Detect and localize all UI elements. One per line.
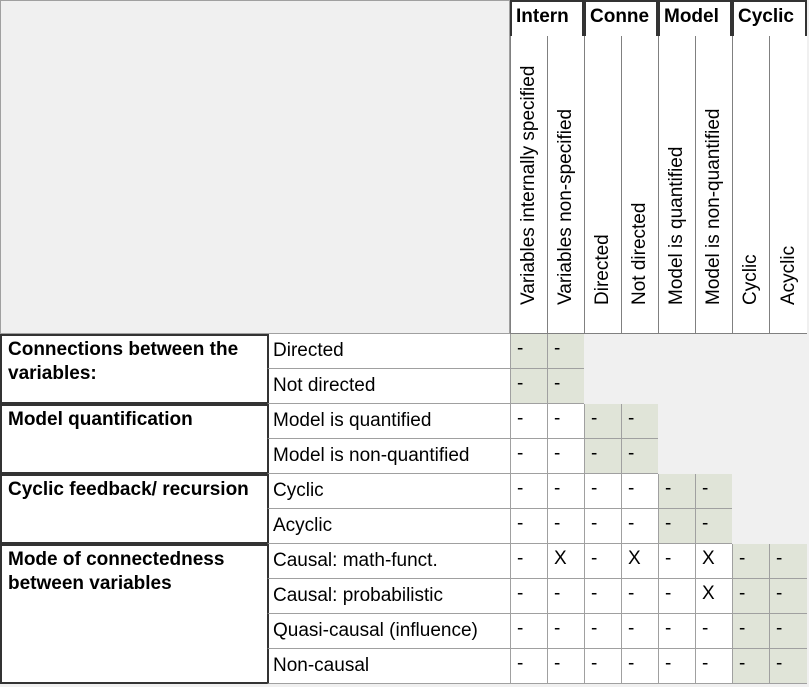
matrix-cell: - <box>658 509 695 544</box>
matrix-cell: - <box>510 474 547 509</box>
row-label: Non-causal <box>267 649 510 684</box>
column-header-label: Directed <box>592 234 613 305</box>
column-header-label: Variables non-specified <box>555 108 576 305</box>
matrix-cell: - <box>547 614 584 649</box>
row-label: Acyclic <box>267 509 510 544</box>
column-header: Variables non-specified <box>547 36 584 334</box>
matrix-cell: - <box>584 649 621 684</box>
matrix-cell: - <box>658 579 695 614</box>
matrix-cell: X <box>695 579 732 614</box>
matrix-cell: - <box>621 439 658 474</box>
matrix-cell: - <box>621 509 658 544</box>
matrix-cell: - <box>658 544 695 579</box>
matrix-cell: - <box>658 614 695 649</box>
matrix-cell: - <box>732 614 769 649</box>
matrix-cell: - <box>547 369 584 404</box>
matrix-cell: - <box>547 404 584 439</box>
row-label: Model is quantified <box>267 404 510 439</box>
row-label: Causal: probabilistic <box>267 579 510 614</box>
column-header-label: Variables internally specified <box>518 65 539 305</box>
matrix-cell: - <box>584 509 621 544</box>
matrix-cell: - <box>695 649 732 684</box>
matrix-cell: - <box>695 474 732 509</box>
matrix-cell: - <box>584 404 621 439</box>
matrix-cell: - <box>547 474 584 509</box>
column-header: Directed <box>584 36 621 334</box>
matrix-cell: - <box>695 614 732 649</box>
matrix-cell: - <box>621 649 658 684</box>
matrix-cell: - <box>584 474 621 509</box>
matrix-cell: - <box>510 509 547 544</box>
column-header-label: Cyclic <box>740 254 761 305</box>
matrix-cell: - <box>547 649 584 684</box>
matrix-cell: - <box>584 439 621 474</box>
group-header: Intern <box>510 0 584 36</box>
matrix-cell: - <box>621 474 658 509</box>
matrix-cell: - <box>658 474 695 509</box>
matrix-cell: - <box>510 649 547 684</box>
matrix-cell: - <box>584 544 621 579</box>
matrix-cell: - <box>769 614 807 649</box>
matrix-cell: - <box>547 439 584 474</box>
matrix-cell: - <box>658 649 695 684</box>
matrix-cell: - <box>584 579 621 614</box>
matrix-cell: X <box>695 544 732 579</box>
row-label: Causal: math-funct. <box>267 544 510 579</box>
matrix-cell: - <box>621 579 658 614</box>
matrix-cell: X <box>547 544 584 579</box>
group-header: Conne <box>584 0 658 36</box>
matrix-cell: - <box>510 579 547 614</box>
matrix-cell: - <box>547 509 584 544</box>
matrix-cell: - <box>510 334 547 369</box>
column-header-label: Acyclic <box>777 245 799 305</box>
category-label: Mode of connectedness between variables <box>0 544 267 684</box>
group-header: Cyclic <box>732 0 807 36</box>
matrix-cell: - <box>695 509 732 544</box>
matrix-cell: - <box>510 439 547 474</box>
matrix-cell: - <box>732 649 769 684</box>
matrix-cell: - <box>510 614 547 649</box>
row-label: Not directed <box>267 369 510 404</box>
matrix-cell: - <box>732 544 769 579</box>
category-label: Connections between the variables: <box>0 334 267 404</box>
row-label: Directed <box>267 334 510 369</box>
matrix-cell: - <box>769 579 807 614</box>
matrix-cell: - <box>769 544 807 579</box>
row-label: Quasi-causal (influence) <box>267 614 510 649</box>
matrix-cell: - <box>510 369 547 404</box>
row-label: Model is non-quantified <box>267 439 510 474</box>
category-label: Cyclic feedback/ recursion <box>0 474 267 544</box>
matrix-cell: X <box>621 544 658 579</box>
matrix-cell: - <box>547 334 584 369</box>
category-label: Model quantification <box>0 404 267 474</box>
row-label: Cyclic <box>267 474 510 509</box>
matrix-cell: - <box>584 614 621 649</box>
column-header: Model is quantified <box>658 36 695 334</box>
column-header: Cyclic <box>732 36 769 334</box>
column-header-label: Model is non-quantified <box>703 108 724 305</box>
matrix-cell: - <box>732 579 769 614</box>
matrix-cell: - <box>547 579 584 614</box>
column-header-label: Model is quantified <box>666 146 687 305</box>
column-header: Not directed <box>621 36 658 334</box>
column-header: Variables internally specified <box>510 36 547 334</box>
column-header: Model is non-quantified <box>695 36 732 334</box>
group-header: Model <box>658 0 732 36</box>
matrix-cell: - <box>510 404 547 439</box>
matrix-cell: - <box>621 614 658 649</box>
matrix-cell: - <box>510 544 547 579</box>
column-header-label: Not directed <box>629 202 650 305</box>
header-blank <box>0 0 510 334</box>
column-header: Acyclic <box>769 36 807 334</box>
matrix-cell: - <box>621 404 658 439</box>
matrix-cell: - <box>769 649 807 684</box>
